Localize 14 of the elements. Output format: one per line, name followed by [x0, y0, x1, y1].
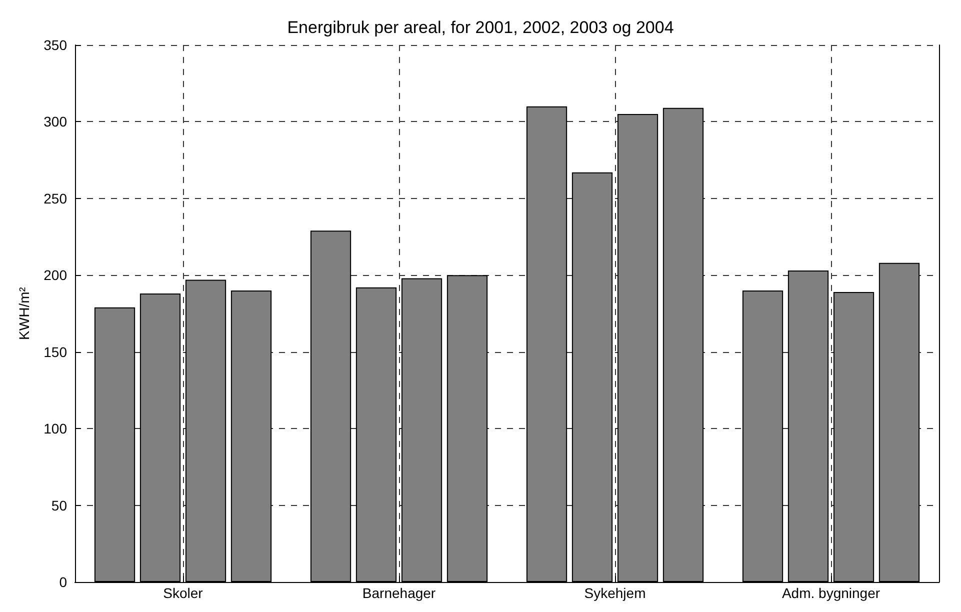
y-tick-label: 200 — [44, 267, 68, 284]
chart-title: Energibruk per areal, for 2001, 2002, 2003 og 2004 — [287, 18, 674, 37]
y-tick-label: 300 — [44, 114, 68, 130]
y-tick-label: 150 — [44, 344, 68, 360]
y-axis-title: KWH/m² — [16, 286, 32, 340]
x-tick-label: Skoler — [163, 585, 204, 601]
y-tick-label: 50 — [51, 497, 68, 514]
x-tick-label: Sykehjem — [584, 585, 646, 601]
x-tick-label: Adm. bygninger — [782, 585, 880, 601]
y-tick-label: 100 — [44, 420, 68, 437]
x-tick-label: Barnehager — [362, 585, 436, 601]
y-tick-label: 350 — [44, 37, 68, 53]
y-tick-label: 250 — [44, 190, 68, 206]
y-tick-label: 0 — [59, 574, 68, 590]
